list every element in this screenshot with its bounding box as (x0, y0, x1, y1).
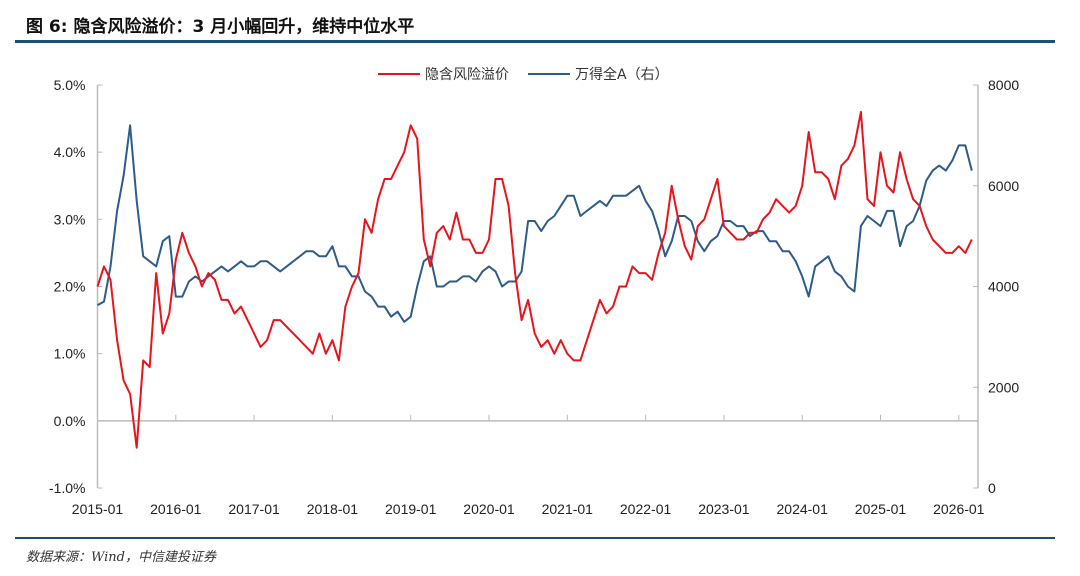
x-tick-label: 2024-01 (777, 501, 829, 517)
series-line-index (97, 124, 973, 323)
x-tick-label: 2016-01 (150, 501, 202, 517)
legend: 隐含风险溢价 万得全A（右） (378, 66, 669, 83)
left-tick-label: 1.0% (54, 346, 86, 362)
title-divider (15, 40, 1055, 43)
series-line-premium (96, 110, 973, 449)
x-tick-label: 2020-01 (463, 501, 515, 517)
figure-title: 图 6: 隐含风险溢价：3 月小幅回升，维持中位水平 (26, 17, 415, 37)
x-tick-label: 2018-01 (307, 501, 359, 517)
x-tick-label: 2026-01 (933, 501, 985, 517)
left-tick-label: 5.0% (54, 77, 86, 93)
legend-label-premium: 隐含风险溢价 (425, 67, 509, 83)
right-tick-label: 8000 (988, 77, 1019, 93)
left-tick-label: 3.0% (54, 211, 86, 227)
x-tick-label: 2023-01 (698, 501, 750, 517)
x-tick-label: 2021-01 (542, 501, 594, 517)
right-tick-label: 4000 (988, 279, 1019, 295)
series-lines (96, 110, 973, 449)
left-tick-label: 2.0% (54, 279, 86, 295)
right-tick-label: 6000 (988, 178, 1019, 194)
left-tick-label: -1.0% (49, 480, 86, 496)
x-tick-label: 2019-01 (385, 501, 437, 517)
x-tick-label: 2025-01 (855, 501, 907, 517)
legend-label-index: 万得全A（右） (575, 66, 669, 83)
x-tick-label: 2015-01 (72, 501, 124, 517)
x-tick-label: 2022-01 (620, 501, 672, 517)
left-tick-label: 4.0% (54, 144, 86, 160)
source-note: 数据来源：Wind，中信建投证券 (26, 550, 216, 565)
left-tick-label: 0.0% (54, 413, 86, 429)
right-tick-label: 0 (988, 480, 996, 496)
footer-divider (15, 537, 1055, 539)
axes: -1.0% 0.0% 1.0% 2.0% 3.0% 4.0% 5.0% 0 2000 4000 60… (49, 77, 1019, 517)
x-tick-label: 2017-01 (228, 501, 280, 517)
right-tick-label: 2000 (988, 379, 1019, 395)
